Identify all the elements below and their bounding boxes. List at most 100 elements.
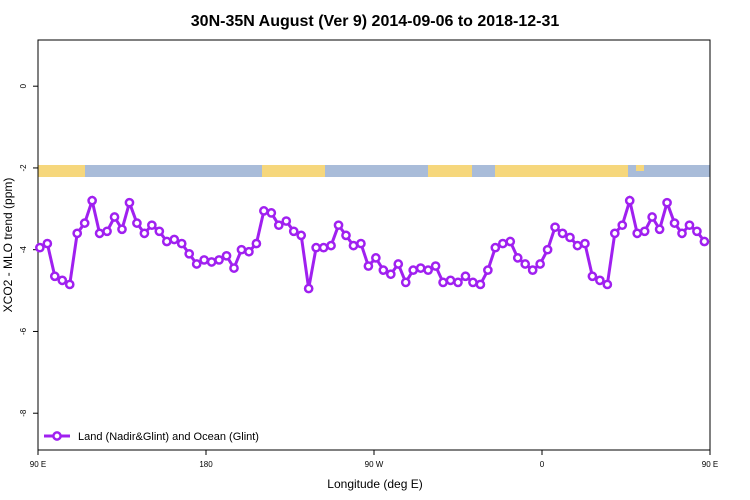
point (378, 265, 389, 275)
point (669, 218, 680, 228)
point (341, 230, 351, 241)
y-axis-label: XCO2 - MLO trend (ppm) (1, 178, 15, 313)
point (363, 261, 374, 271)
point (236, 244, 247, 255)
point (602, 279, 613, 290)
point (214, 255, 224, 265)
x-tick-label: 180 (199, 460, 213, 469)
point (132, 218, 142, 228)
point (273, 220, 284, 231)
point (147, 220, 157, 231)
point (251, 238, 262, 249)
point (557, 228, 568, 239)
point (662, 197, 672, 208)
point (169, 234, 180, 245)
land-band (636, 165, 644, 171)
point (161, 236, 172, 247)
point (72, 228, 83, 239)
point (617, 220, 628, 231)
point (677, 228, 687, 239)
surface-band (38, 165, 710, 177)
point (535, 259, 545, 269)
point (497, 238, 508, 249)
point (42, 238, 53, 249)
point (393, 259, 404, 269)
point (438, 277, 448, 288)
point (385, 269, 396, 280)
point (244, 246, 254, 257)
y-tick-label: -6 (19, 327, 28, 335)
point (699, 236, 710, 247)
point (490, 242, 501, 253)
plot-frame (37, 39, 711, 451)
point (408, 265, 419, 275)
point (356, 238, 366, 249)
point (206, 257, 217, 267)
point (647, 212, 657, 222)
point (117, 224, 127, 235)
point (430, 261, 441, 271)
point (572, 240, 583, 251)
point (229, 263, 239, 273)
point (505, 236, 516, 247)
point (639, 226, 650, 237)
point (423, 265, 433, 275)
point (520, 259, 531, 269)
point (453, 277, 463, 288)
point (654, 224, 665, 235)
y-tick-label: -8 (19, 409, 28, 417)
point (109, 212, 120, 222)
point (415, 263, 426, 273)
point (624, 195, 635, 206)
point (595, 275, 605, 286)
legend-marker (52, 431, 62, 441)
point (333, 220, 344, 231)
point (139, 228, 150, 239)
y-tick-label: -2 (19, 164, 28, 172)
point (609, 228, 620, 239)
chart-title: 30N-35N August (Ver 9) 2014-09-06 to 201… (191, 13, 560, 30)
point (303, 283, 314, 294)
point (49, 271, 60, 282)
point (527, 265, 538, 275)
land-band (262, 165, 325, 177)
point (64, 279, 75, 290)
x-axis-label: Longitude (deg E) (327, 477, 422, 491)
point (550, 222, 560, 233)
point (468, 277, 478, 288)
legend-label: Land (Nadir&Glint) and Ocean (Glint) (78, 431, 259, 443)
point (684, 220, 695, 231)
point (221, 250, 232, 261)
point (348, 240, 359, 251)
point (281, 216, 292, 226)
point (124, 197, 135, 208)
point (311, 242, 321, 253)
point (371, 253, 381, 263)
x-tick-label: 90 E (30, 460, 46, 469)
point (632, 228, 643, 239)
land-band (495, 165, 628, 177)
point (542, 244, 553, 255)
point (296, 230, 307, 241)
point (400, 277, 411, 288)
point (266, 208, 277, 218)
point (580, 238, 590, 249)
point (102, 226, 112, 237)
point (460, 271, 471, 282)
point (288, 226, 299, 237)
land-band (428, 165, 472, 177)
point (692, 226, 702, 237)
point (587, 271, 598, 282)
point (87, 195, 97, 206)
x-tick-label: 0 (540, 460, 545, 469)
point (512, 253, 523, 263)
point (199, 255, 209, 265)
point (475, 279, 486, 290)
point (326, 240, 336, 251)
point (445, 275, 456, 286)
x-tick-label: 90 W (365, 460, 384, 469)
point (35, 242, 45, 253)
series-line (39, 194, 706, 289)
y-tick-label: -4 (19, 246, 28, 254)
